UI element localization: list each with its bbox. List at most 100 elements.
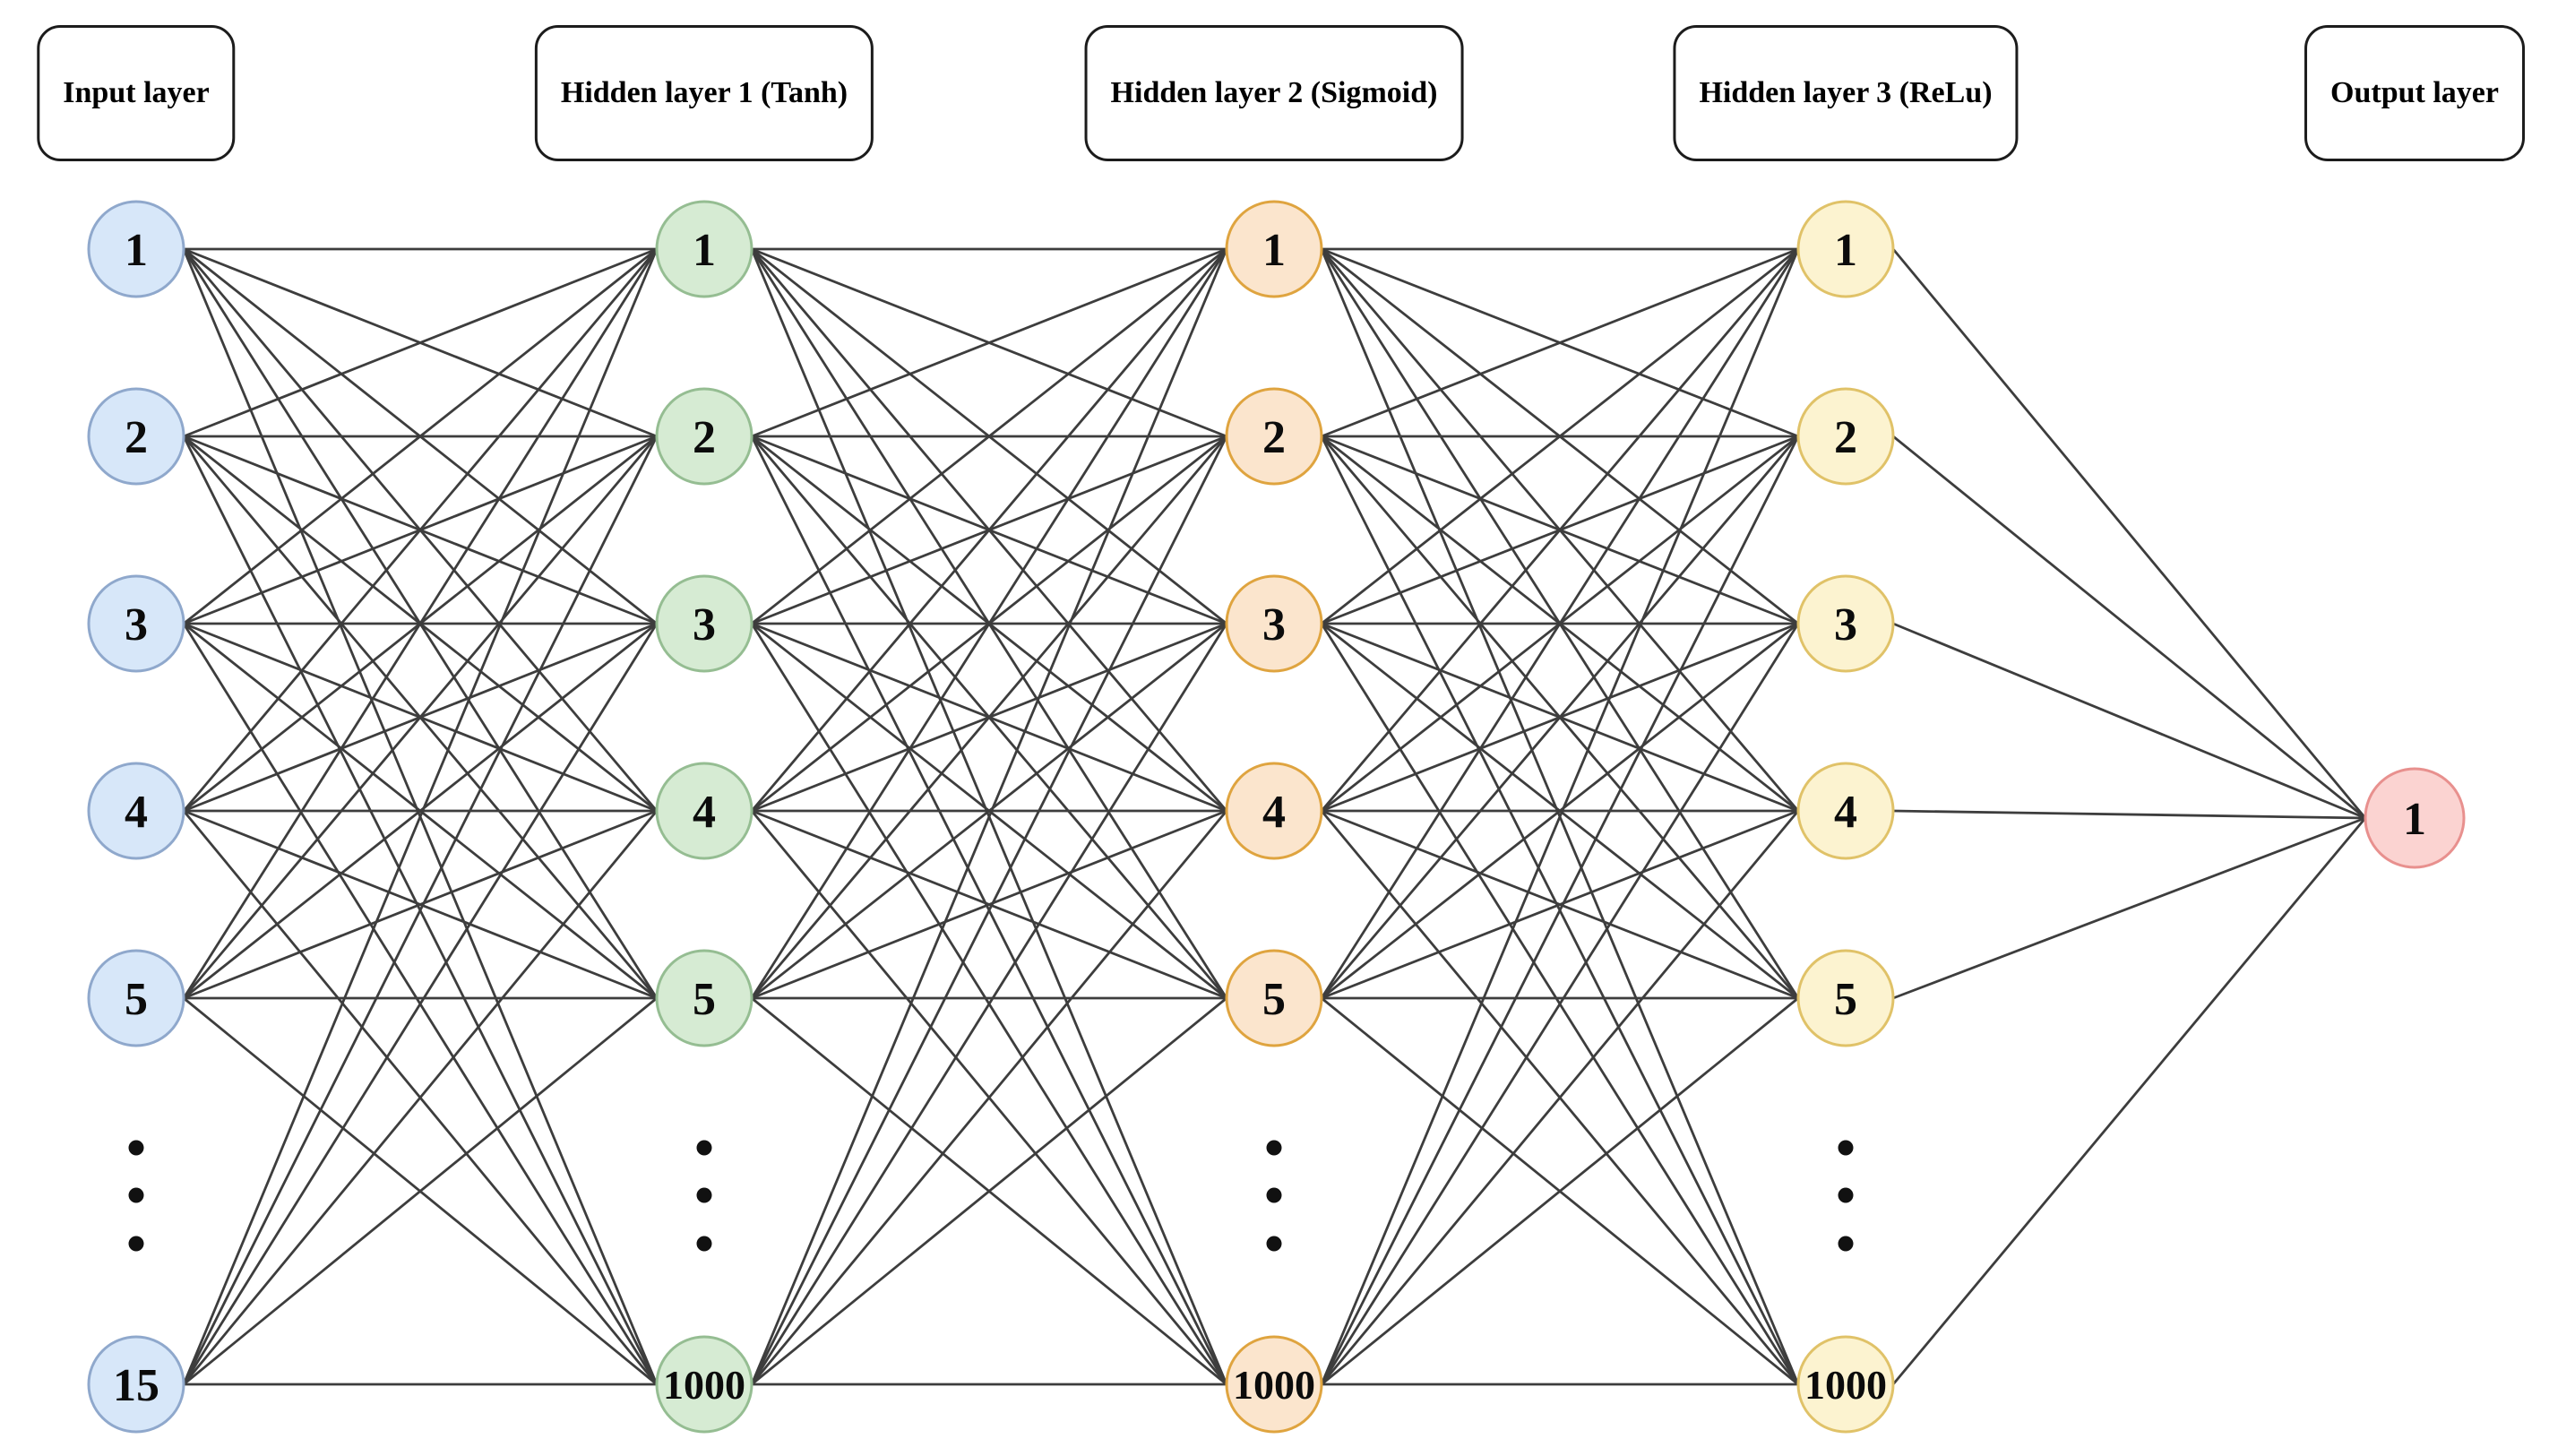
edge-input-to-hidden1 [182,248,659,812]
node-circle-hidden2-3 [1225,574,1323,673]
edge-hidden2-to-hidden3 [1320,248,1800,812]
ellipsis-dot-hidden1-0 [696,1140,712,1156]
edge-input-to-hidden1 [183,247,658,625]
edge-hidden1-to-hidden2 [750,248,1228,1385]
layer-label-hidden-layer-1: Hidden layer 1 (Tanh) [534,25,874,161]
node-label-hidden2-4: 4 [1262,787,1286,838]
edge-hidden2-to-hidden3 [1321,996,1799,1386]
edge-input-to-hidden1 [182,435,659,999]
node-circle-hidden2-5 [1225,949,1323,1047]
ellipsis-dot-input-2 [128,1236,144,1252]
ellipsis-dot-hidden3-0 [1838,1140,1854,1156]
edge-hidden2-to-hidden3 [1321,247,1799,625]
edge-hidden3-to-output [1892,809,2366,820]
edge-hidden1-to-hidden2 [751,247,1227,438]
node-circle-hidden3-3 [1796,574,1895,673]
node-label-input-3: 3 [125,599,148,650]
node-label-output-1: 1 [2403,794,2426,845]
node-label-hidden1-3: 3 [693,599,716,650]
node-label-input-5: 5 [125,974,148,1025]
edge-hidden2-to-hidden3 [1320,623,1800,1385]
node-label-hidden1-4: 4 [693,787,716,838]
edge-hidden1-to-hidden2 [750,248,1228,812]
edge-input-to-hidden1 [183,809,658,1000]
node-circle-input-15 [87,1335,185,1434]
edges-group [182,247,2367,1386]
node-circle-output-1 [2364,767,2466,869]
edge-hidden2-to-hidden3 [1321,809,1799,1000]
edge-hidden2-to-hidden3 [1320,248,1800,999]
edge-input-to-hidden1 [182,248,659,1385]
ellipsis-dot-hidden2-0 [1266,1140,1282,1156]
node-label-hidden3-1000: 1000 [1804,1362,1887,1408]
edge-hidden1-to-hidden2 [750,248,1228,999]
node-circle-hidden3-1000 [1796,1335,1895,1434]
node-circle-hidden3-2 [1796,387,1895,486]
node-label-input-15: 15 [113,1360,159,1411]
ellipsis-dot-hidden2-2 [1266,1236,1282,1252]
node-circle-hidden2-1000 [1225,1335,1323,1434]
node-circle-hidden1-1 [655,200,754,298]
node-label-hidden3-3: 3 [1834,599,1857,650]
node-circle-hidden1-3 [655,574,754,673]
ellipsis-dot-input-0 [128,1140,144,1156]
ellipsis-dot-hidden3-1 [1838,1187,1854,1203]
node-label-hidden1-5: 5 [693,974,716,1025]
node-label-input-1: 1 [125,225,148,276]
node-circle-input-4 [87,762,185,860]
ellipsis-dot-hidden2-1 [1266,1187,1282,1203]
edge-hidden3-to-output [1892,622,2366,820]
edge-input-to-hidden1 [182,248,659,999]
edge-hidden1-to-hidden2 [750,435,1228,999]
ellipsis-dot-hidden1-2 [696,1236,712,1252]
edge-input-to-hidden1 [182,435,659,1385]
ellipsis-dot-hidden3-2 [1838,1236,1854,1252]
edge-hidden1-to-hidden2 [751,809,1227,1000]
node-circle-hidden2-1 [1225,200,1323,298]
edge-hidden3-to-output [1891,817,2367,1385]
edge-hidden2-to-hidden3 [1320,248,1800,1385]
node-label-hidden3-5: 5 [1834,974,1857,1025]
layer-label-hidden-layer-3: Hidden layer 3 (ReLu) [1673,25,2019,161]
node-label-hidden2-5: 5 [1262,974,1286,1025]
node-circle-hidden2-4 [1225,762,1323,860]
edge-hidden1-to-hidden2 [750,435,1228,1385]
edge-hidden1-to-hidden2 [751,247,1227,625]
node-circle-hidden1-5 [655,949,754,1047]
node-label-hidden1-1000: 1000 [663,1362,745,1408]
edge-hidden2-to-hidden3 [1320,435,1800,1385]
node-circle-hidden1-4 [655,762,754,860]
layer-label-output-layer: Output layer [2304,25,2525,161]
edge-input-to-hidden1 [183,622,658,1000]
edge-hidden1-to-hidden2 [750,810,1228,1385]
edge-hidden3-to-output [1891,248,2367,819]
layer-label-input-layer: Input layer [37,25,236,161]
node-circle-hidden1-2 [655,387,754,486]
node-circle-hidden3-4 [1796,762,1895,860]
node-circle-input-5 [87,949,185,1047]
node-label-hidden1-2: 2 [693,412,716,463]
ellipsis-dot-input-1 [128,1187,144,1203]
node-label-input-2: 2 [125,412,148,463]
layer-label-hidden-layer-2: Hidden layer 2 (Sigmoid) [1084,25,1464,161]
node-label-hidden3-4: 4 [1834,787,1857,838]
edge-input-to-hidden1 [183,247,658,438]
edge-hidden3-to-output [1892,816,2366,1000]
edge-hidden2-to-hidden3 [1321,622,1799,1000]
edge-hidden2-to-hidden3 [1320,435,1800,999]
node-circle-hidden2-2 [1225,387,1323,486]
node-circle-input-1 [87,200,185,298]
node-circle-input-2 [87,387,185,486]
ellipsis-dot-hidden1-1 [696,1187,712,1203]
node-label-hidden2-2: 2 [1262,412,1286,463]
node-circle-hidden3-1 [1796,200,1895,298]
node-circle-hidden3-5 [1796,949,1895,1047]
node-label-hidden2-1000: 1000 [1233,1362,1315,1408]
edge-hidden1-to-hidden2 [751,622,1227,1000]
node-label-hidden2-1: 1 [1262,225,1286,276]
node-circle-input-3 [87,574,185,673]
node-label-hidden3-2: 2 [1834,412,1857,463]
edge-input-to-hidden1 [183,996,658,1386]
